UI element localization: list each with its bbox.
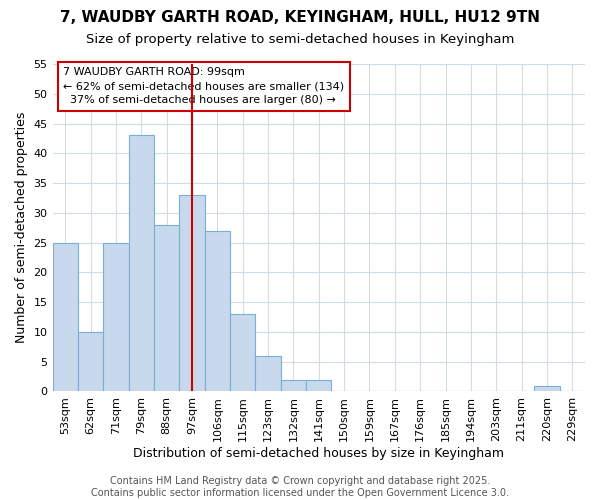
Bar [154,225,179,392]
Bar [230,314,256,392]
Bar [281,380,306,392]
X-axis label: Distribution of semi-detached houses by size in Keyingham: Distribution of semi-detached houses by … [133,447,504,460]
Bar [103,242,128,392]
Bar [205,230,230,392]
Bar [256,356,281,392]
Bar [53,242,78,392]
Text: Size of property relative to semi-detached houses in Keyingham: Size of property relative to semi-detach… [86,32,514,46]
Bar [78,332,103,392]
Bar [179,195,205,392]
Y-axis label: Number of semi-detached properties: Number of semi-detached properties [15,112,28,344]
Bar [306,380,331,392]
Text: 7, WAUDBY GARTH ROAD, KEYINGHAM, HULL, HU12 9TN: 7, WAUDBY GARTH ROAD, KEYINGHAM, HULL, H… [60,10,540,25]
Text: Contains HM Land Registry data © Crown copyright and database right 2025.
Contai: Contains HM Land Registry data © Crown c… [91,476,509,498]
Bar [534,386,560,392]
Bar [128,136,154,392]
Text: 7 WAUDBY GARTH ROAD: 99sqm
← 62% of semi-detached houses are smaller (134)
  37%: 7 WAUDBY GARTH ROAD: 99sqm ← 62% of semi… [63,68,344,106]
